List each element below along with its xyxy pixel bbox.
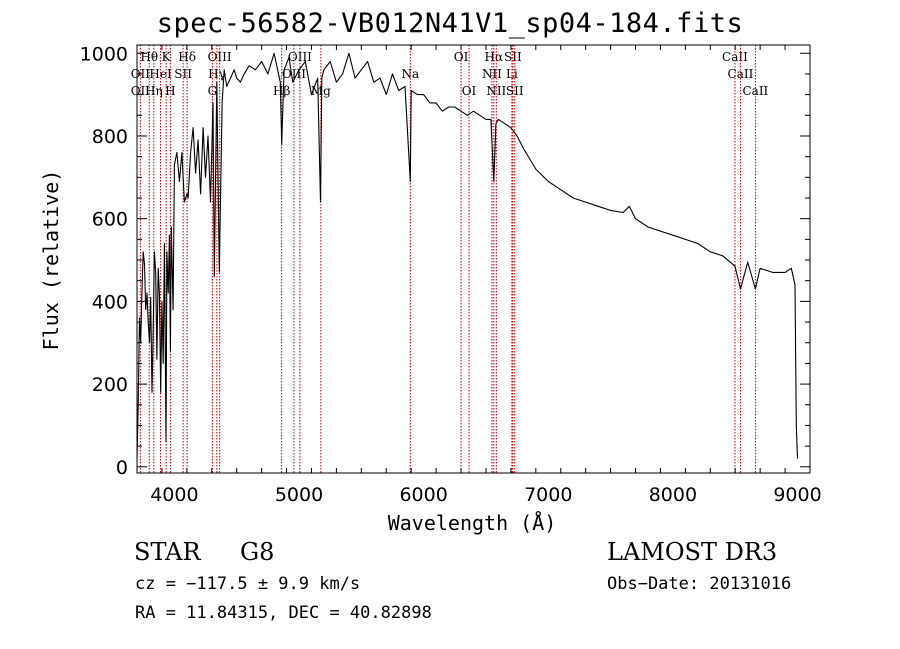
line-marker-label: CaII: [722, 50, 748, 64]
line-marker-label: Hγ: [208, 67, 226, 81]
line-marker-label: SII: [506, 84, 524, 98]
obs-date: Obs−Date: 20131016: [607, 574, 792, 594]
y-axis-label: Flux (relative): [39, 169, 63, 351]
line-marker-label: CaII: [742, 84, 768, 98]
line-marker-label: SII: [504, 50, 522, 64]
y-tick-label: 0: [116, 457, 128, 479]
x-tick-label: 8000: [649, 484, 697, 506]
line-marker-label: G: [208, 84, 218, 98]
line-marker-label: SII: [174, 67, 192, 81]
redshift-cz: cz = −117.5 ± 9.9 km/s: [135, 574, 361, 594]
line-marker-label: HeI: [149, 67, 172, 81]
line-marker-label: Li: [506, 67, 518, 81]
x-tick-label: 6000: [399, 484, 447, 506]
line-marker-label: OI: [454, 50, 469, 64]
x-tick-label: 4000: [150, 484, 198, 506]
line-marker-label: NII: [482, 67, 502, 81]
y-tick-label: 1000: [80, 43, 128, 65]
line-marker-label: OI: [462, 84, 477, 98]
line-marker-label: Hδ: [178, 50, 196, 64]
line-marker-label: Hθ: [140, 50, 158, 64]
y-tick-label: 800: [92, 126, 128, 148]
line-marker-label: Hη: [145, 84, 163, 98]
x-tick-label: 5000: [275, 484, 323, 506]
line-marker-label: OIII: [288, 50, 312, 64]
line-marker-label: CaII: [728, 67, 754, 81]
line-marker-label: Hβ: [273, 84, 290, 98]
line-marker-label: Na: [401, 67, 419, 81]
x-tick-label: 9000: [773, 484, 821, 506]
y-tick-label: 400: [92, 291, 128, 313]
y-tick-label: 200: [92, 374, 128, 396]
line-marker-label: OII: [131, 84, 151, 98]
line-marker-label: Mg: [311, 84, 331, 98]
flux-series-line: [136, 52, 799, 459]
x-tick-label: 7000: [524, 484, 572, 506]
line-marker-label: NII: [486, 84, 506, 98]
object-class: STAR: [134, 538, 201, 566]
line-marker-label: OIII: [282, 67, 306, 81]
line-marker-label: K: [162, 50, 172, 64]
line-marker-label: OIII: [208, 50, 232, 64]
plot-frame: [136, 44, 811, 474]
y-tick-label: 600: [92, 209, 128, 231]
survey-name: LAMOST DR3: [607, 538, 778, 566]
coordinates: RA = 11.84315, DEC = 40.82898: [135, 603, 432, 623]
chart-title: spec-56582-VB012N41V1_sp04-184.fits: [156, 8, 744, 39]
x-axis-label: Wavelength (Å): [387, 511, 557, 535]
line-marker-label: Hα: [485, 50, 504, 64]
object-subclass: G8: [240, 538, 275, 566]
line-marker-label: H: [165, 84, 175, 98]
